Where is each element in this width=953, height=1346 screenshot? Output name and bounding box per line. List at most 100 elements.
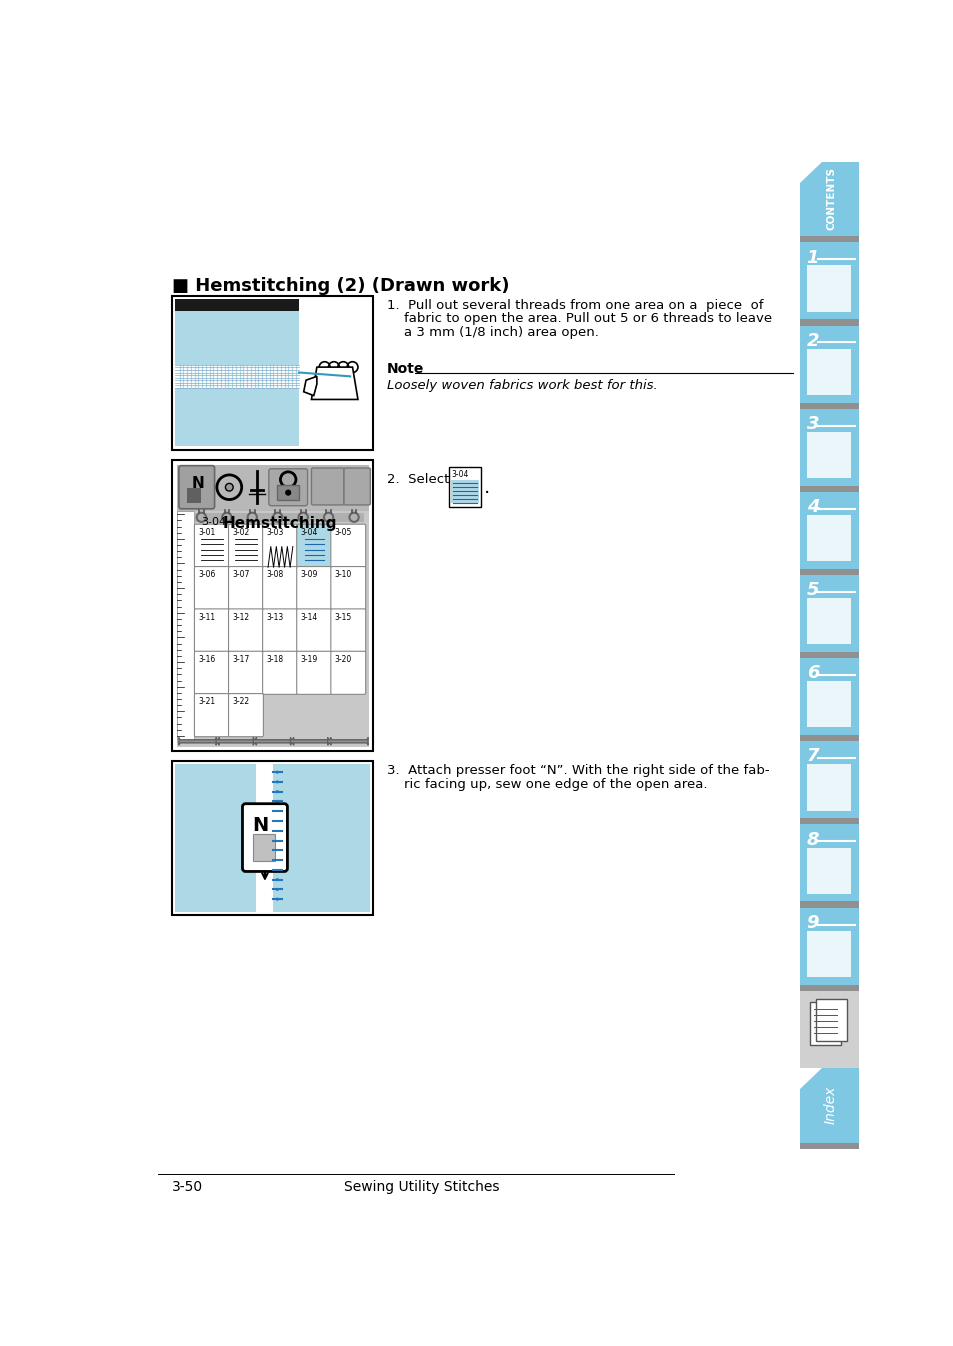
Text: 3-04: 3-04: [451, 470, 468, 479]
FancyBboxPatch shape: [331, 608, 365, 651]
Bar: [800, 991, 858, 1067]
Circle shape: [275, 878, 278, 882]
Text: 1: 1: [806, 249, 819, 267]
Bar: [800, 985, 858, 991]
Circle shape: [285, 490, 291, 495]
Text: 3: 3: [806, 415, 819, 433]
Bar: [800, 491, 858, 569]
FancyBboxPatch shape: [344, 468, 370, 505]
Circle shape: [275, 790, 278, 793]
FancyBboxPatch shape: [262, 608, 297, 651]
Text: Hemstitching: Hemstitching: [222, 516, 336, 530]
Text: 3-08: 3-08: [266, 571, 283, 579]
Bar: [277, 485, 298, 501]
Text: 9: 9: [806, 914, 819, 931]
Text: 3.  Attach presser foot “N”. With the right side of the fab-: 3. Attach presser foot “N”. With the rig…: [386, 765, 768, 778]
FancyBboxPatch shape: [331, 524, 365, 567]
Text: 3-20: 3-20: [335, 656, 352, 664]
Bar: [800, 902, 858, 907]
Bar: [800, 242, 858, 319]
Bar: [800, 742, 858, 818]
Text: ■ Hemstitching (2) (Drawn work): ■ Hemstitching (2) (Drawn work): [172, 277, 509, 295]
FancyBboxPatch shape: [296, 524, 332, 567]
Bar: [172, 460, 373, 751]
Bar: [172, 760, 373, 914]
Bar: [800, 1143, 858, 1148]
Circle shape: [275, 839, 278, 843]
Circle shape: [275, 829, 278, 832]
Bar: [806, 432, 850, 478]
Text: 3-10: 3-10: [335, 571, 352, 579]
Text: 3-14: 3-14: [300, 612, 317, 622]
Text: N: N: [192, 475, 205, 491]
Bar: [800, 486, 858, 491]
Bar: [815, 999, 846, 1040]
Text: CONTENTS: CONTENTS: [825, 167, 835, 230]
FancyBboxPatch shape: [194, 567, 229, 610]
FancyBboxPatch shape: [194, 693, 229, 736]
Bar: [806, 930, 850, 977]
Text: fabric to open the area. Pull out 5 or 6 threads to leave: fabric to open the area. Pull out 5 or 6…: [386, 312, 771, 326]
Text: 3-09: 3-09: [300, 571, 317, 579]
Text: Index: Index: [823, 1086, 837, 1124]
FancyBboxPatch shape: [262, 524, 297, 567]
Text: 3-18: 3-18: [266, 656, 283, 664]
Text: Loosely woven fabrics work best for this.: Loosely woven fabrics work best for this…: [386, 378, 657, 392]
FancyBboxPatch shape: [331, 651, 365, 695]
Circle shape: [275, 859, 278, 861]
Bar: [187, 489, 201, 503]
Text: N: N: [253, 816, 269, 835]
Circle shape: [275, 898, 278, 900]
Text: 3-16: 3-16: [198, 656, 215, 664]
Bar: [806, 265, 850, 312]
Bar: [174, 299, 298, 447]
FancyBboxPatch shape: [328, 738, 368, 746]
Text: 3-22: 3-22: [233, 697, 250, 707]
FancyBboxPatch shape: [331, 567, 365, 610]
Polygon shape: [800, 162, 858, 236]
Circle shape: [275, 771, 278, 774]
FancyBboxPatch shape: [262, 567, 297, 610]
FancyBboxPatch shape: [194, 524, 229, 567]
Circle shape: [225, 483, 233, 491]
Text: 3-06: 3-06: [198, 571, 215, 579]
Text: 3-17: 3-17: [233, 656, 250, 664]
Circle shape: [275, 800, 278, 804]
Text: 3-50: 3-50: [172, 1180, 203, 1194]
Bar: [806, 848, 850, 894]
Text: 3-12: 3-12: [233, 612, 250, 622]
Bar: [800, 658, 858, 735]
Circle shape: [275, 781, 278, 783]
Circle shape: [275, 810, 278, 813]
Text: .: .: [483, 478, 489, 497]
Text: 3-15: 3-15: [335, 612, 352, 622]
Bar: [800, 326, 858, 402]
Text: 3-07: 3-07: [233, 571, 250, 579]
Bar: [800, 651, 858, 658]
Text: 4: 4: [806, 498, 819, 516]
Text: 5: 5: [806, 581, 819, 599]
Text: Sewing Utility Stitches: Sewing Utility Stitches: [343, 1180, 498, 1194]
Text: 3-01: 3-01: [198, 528, 215, 537]
Bar: [800, 818, 858, 825]
Text: 3-04: 3-04: [300, 528, 317, 537]
Text: a 3 mm (1/8 inch) area open.: a 3 mm (1/8 inch) area open.: [386, 326, 598, 339]
Bar: [806, 765, 850, 810]
Bar: [806, 598, 850, 645]
Bar: [174, 763, 370, 911]
FancyBboxPatch shape: [296, 608, 332, 651]
Bar: [174, 365, 298, 388]
Circle shape: [275, 820, 278, 822]
Circle shape: [275, 849, 278, 852]
Circle shape: [275, 888, 278, 891]
Text: 3-21: 3-21: [198, 697, 215, 707]
Text: 3-03: 3-03: [266, 528, 284, 537]
FancyBboxPatch shape: [296, 651, 332, 695]
Bar: [806, 349, 850, 394]
Bar: [800, 236, 858, 242]
FancyBboxPatch shape: [179, 466, 214, 509]
Polygon shape: [800, 1067, 858, 1143]
FancyBboxPatch shape: [194, 608, 229, 651]
FancyBboxPatch shape: [253, 738, 294, 746]
Text: 2: 2: [806, 331, 819, 350]
